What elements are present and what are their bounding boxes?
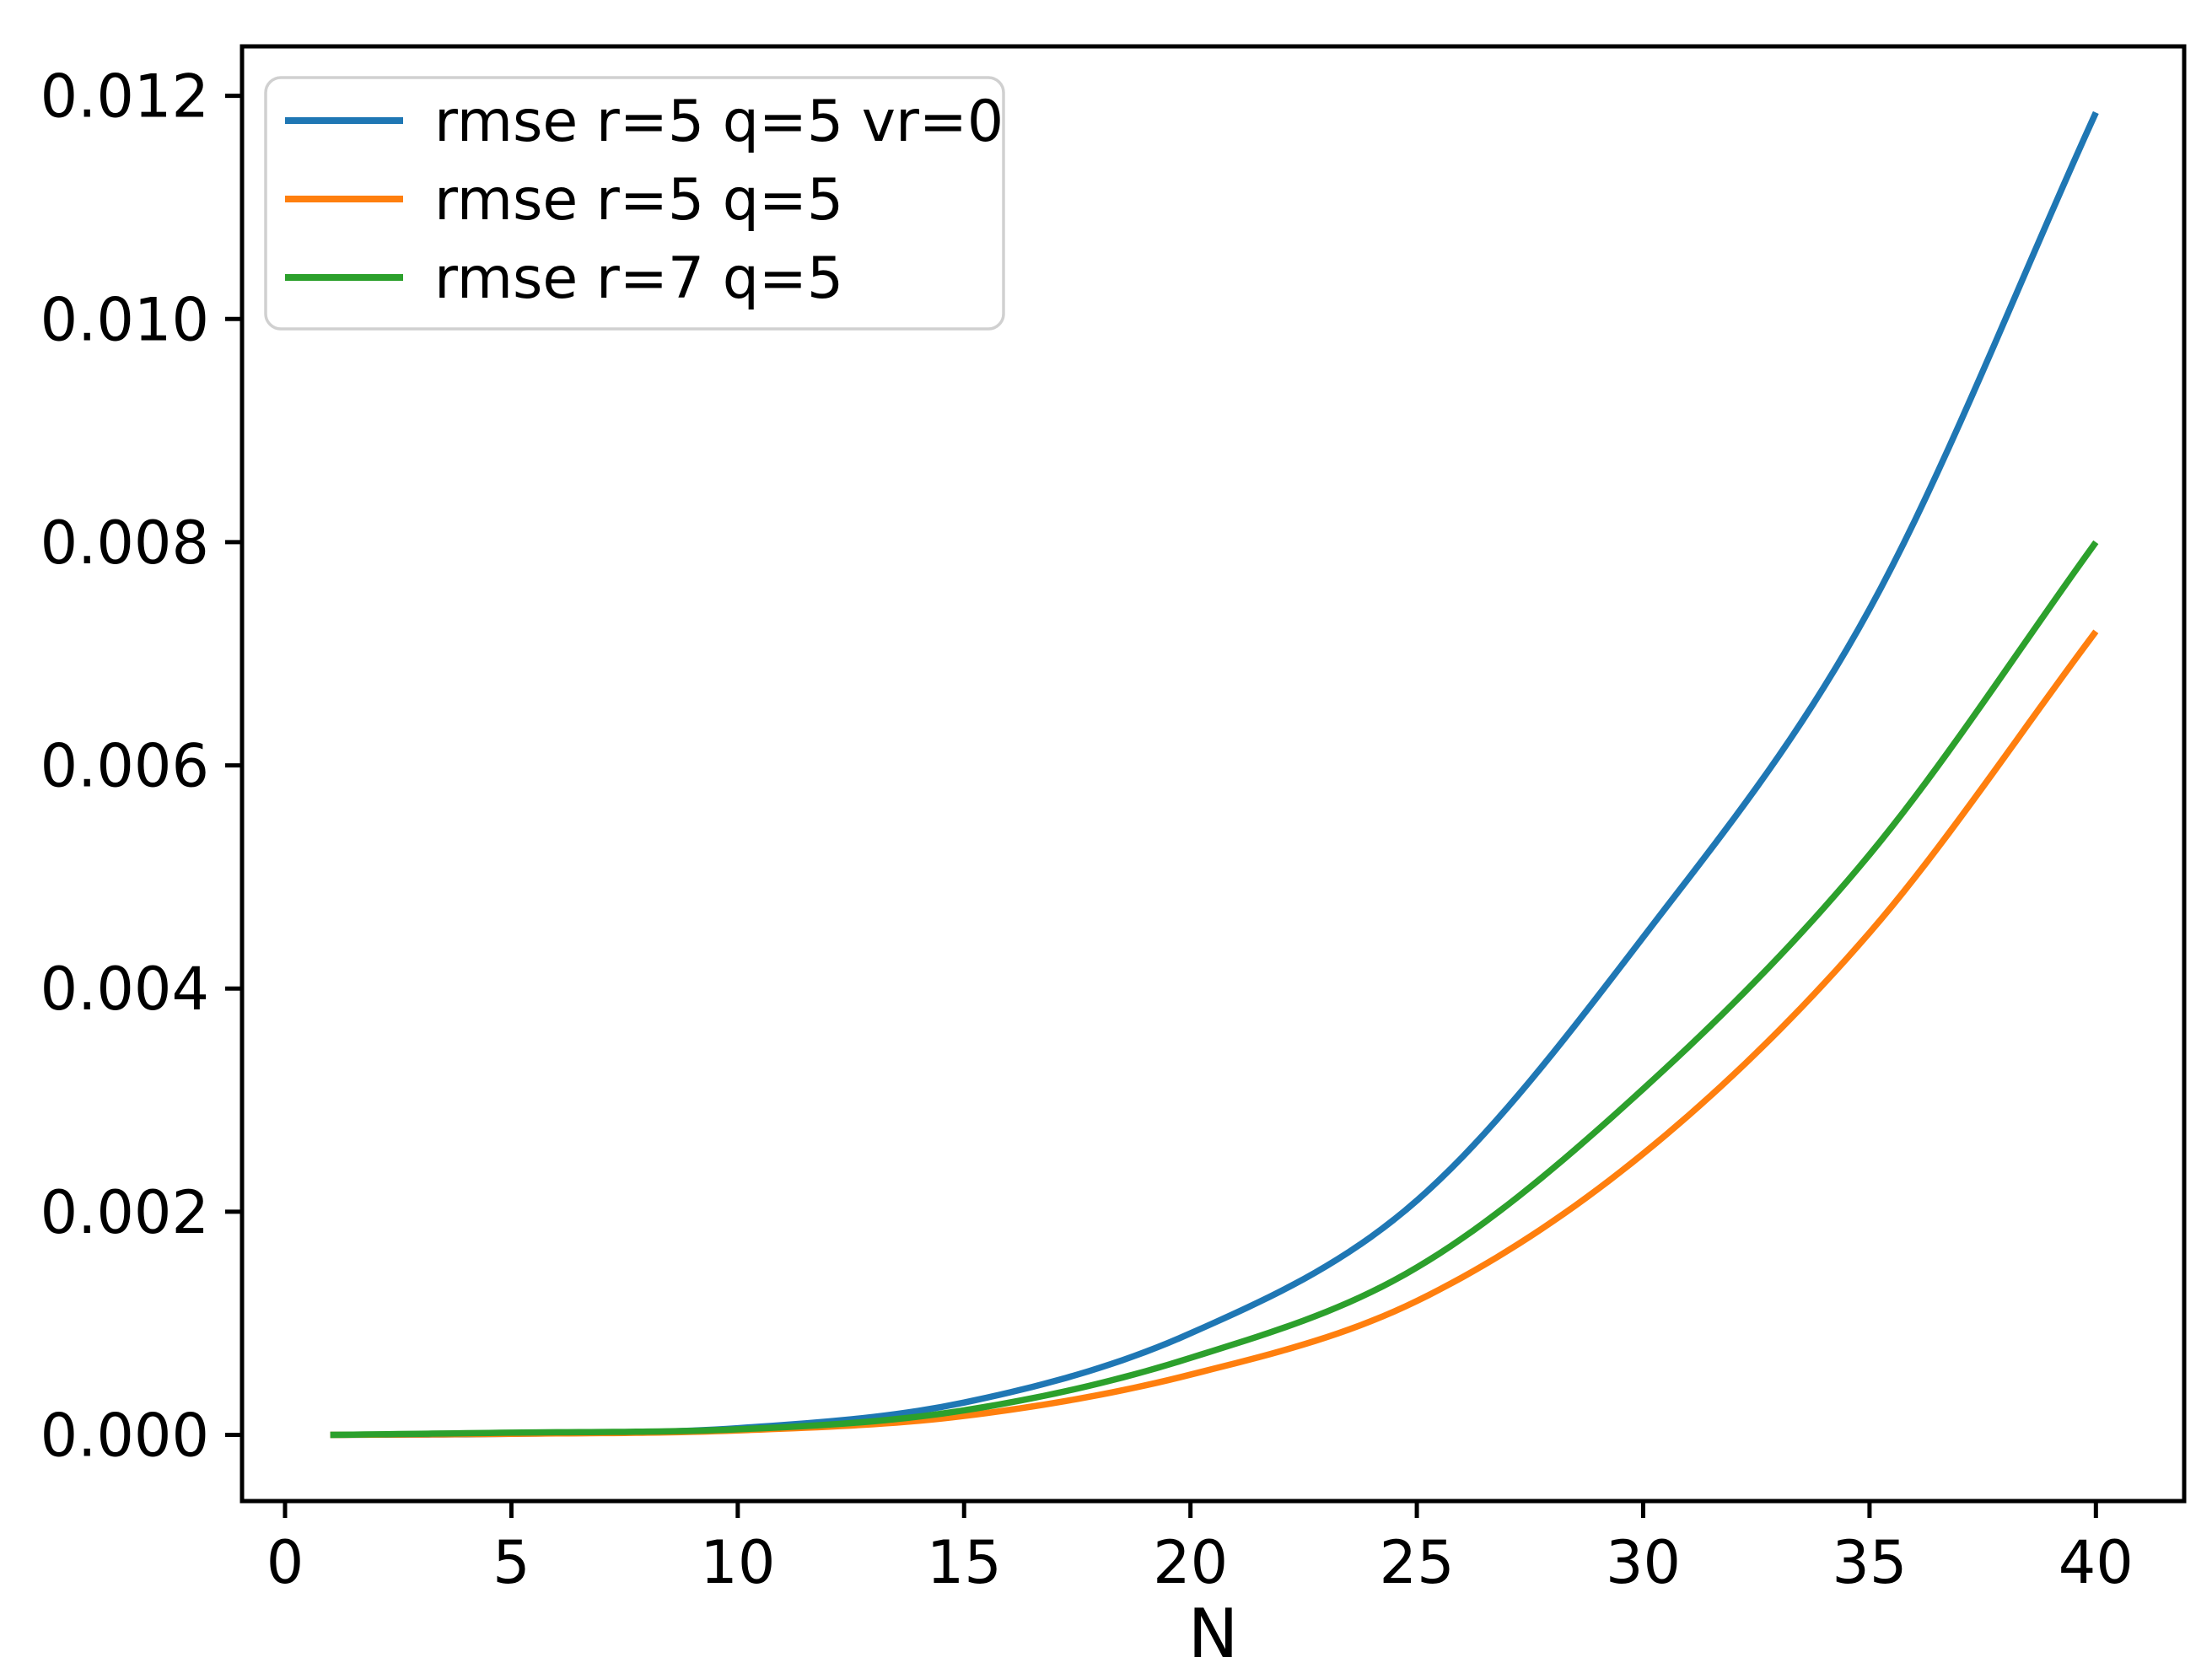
x-tick-label: 35 [1832,1528,1907,1597]
plot-area [239,44,2187,1504]
y-tick-label: 0.000 [40,1402,209,1471]
x-tick-label: 25 [1380,1528,1455,1597]
legend-label: rmse r=5 q=5 [434,167,843,234]
x-tick-label: 15 [927,1528,1002,1597]
y-tick-label: 0.002 [40,1178,209,1247]
x-tick-label: 30 [1606,1528,1681,1597]
legend-box [264,76,1005,331]
x-tick-label: 20 [1153,1528,1228,1597]
legend-label: rmse r=7 q=5 [434,245,843,312]
series-line [330,540,2099,1439]
y-tick-label: 0.012 [40,62,209,132]
y-tick-label: 0.004 [40,955,209,1024]
x-tick-label: 0 [266,1528,304,1597]
y-tick-label: 0.010 [40,285,209,354]
series-line [330,629,2099,1439]
legend-label: rmse r=5 q=5 vr=0 [434,89,1004,155]
y-tick-label: 0.008 [40,509,209,578]
x-tick-label: 10 [700,1528,775,1597]
y-tick-label: 0.006 [40,732,209,801]
x-tick-label: 5 [492,1528,530,1597]
x-axis-label: N [1187,1595,1239,1673]
x-tick-label: 40 [2059,1528,2134,1597]
